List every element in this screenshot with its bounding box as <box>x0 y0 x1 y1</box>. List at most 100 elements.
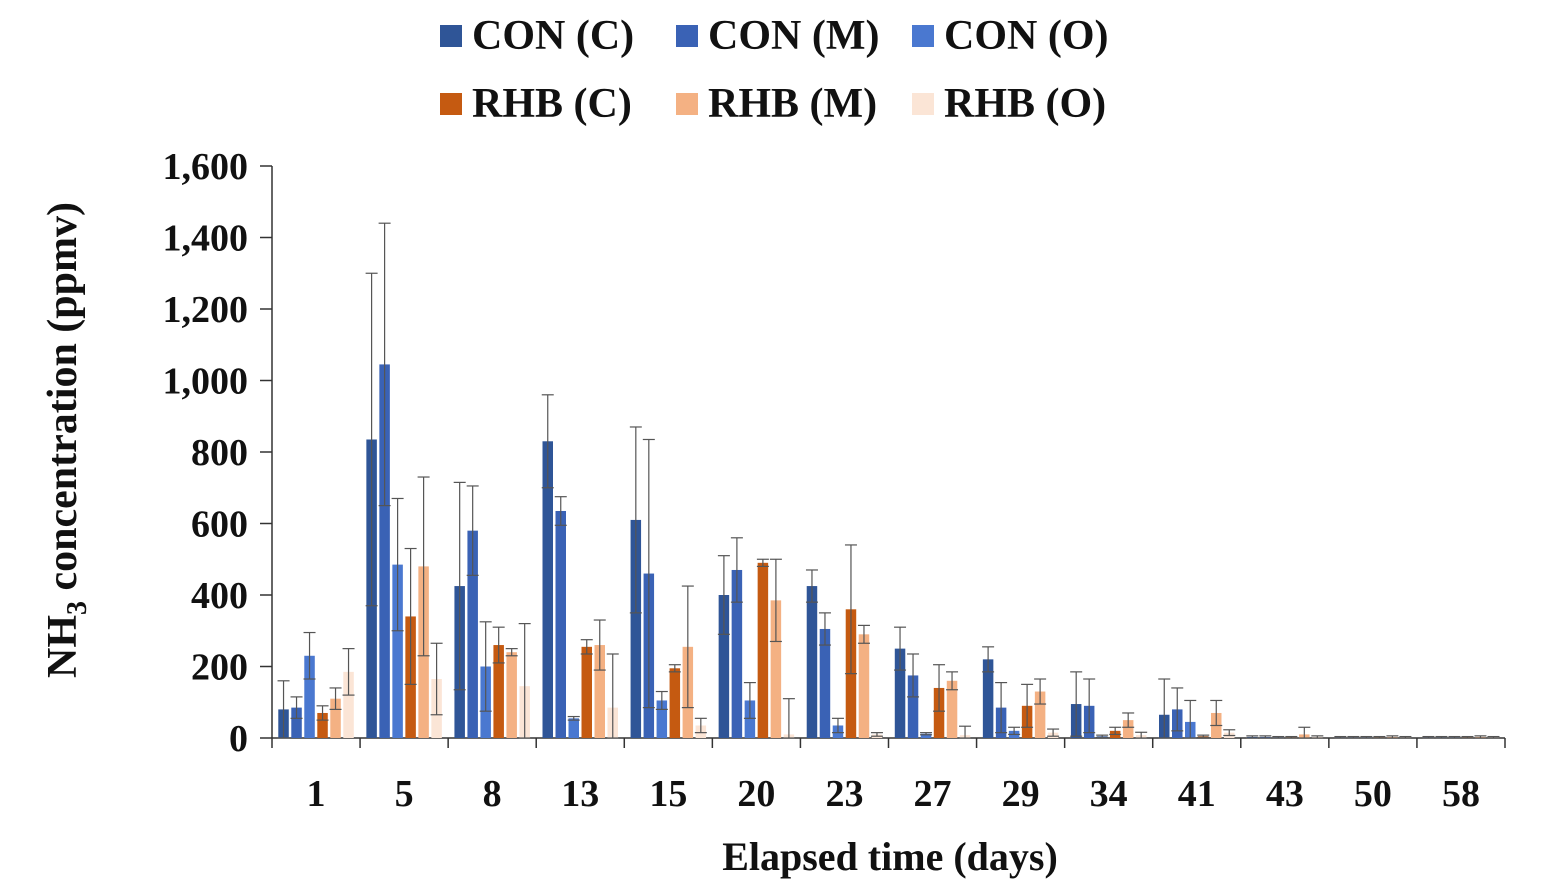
error-bar <box>1461 735 1474 739</box>
legend-swatch-rhb-c <box>440 93 462 115</box>
error-bar <box>1386 735 1399 739</box>
x-tick-label: 29 <box>1002 773 1040 815</box>
legend-swatch-rhb-m <box>676 93 698 115</box>
bar-con-m-day-27 <box>907 675 919 738</box>
error-bar <box>857 624 870 644</box>
error-bar <box>642 438 655 709</box>
y-tick-label: 200 <box>191 647 248 689</box>
y-tick-label: 0 <box>229 718 248 760</box>
x-tick-label: 13 <box>561 773 599 815</box>
bar-rhb-c-day-15 <box>669 668 681 738</box>
error-bar <box>743 681 756 719</box>
error-bar <box>668 664 681 673</box>
x-tick-label: 58 <box>1442 773 1480 815</box>
error-bar <box>717 555 730 635</box>
error-bar <box>681 585 694 709</box>
bar-rhb-m-day-20 <box>770 600 782 738</box>
bar-con-c-day-23 <box>806 586 818 738</box>
error-bar <box>1021 683 1034 728</box>
x-tick-label: 1 <box>307 773 326 815</box>
x-tick-label: 23 <box>825 773 863 815</box>
bars-layer <box>278 364 1499 738</box>
x-tick-label: 27 <box>914 773 952 815</box>
legend-item-rhb-c: RHB (C) <box>440 80 676 128</box>
error-bar <box>316 705 329 721</box>
error-bar <box>1008 726 1021 736</box>
error-bar <box>730 537 743 603</box>
legend-swatch-con-c <box>440 25 462 47</box>
bar-con-o-day-20 <box>744 700 756 738</box>
y-tick-label: 800 <box>191 432 248 474</box>
bar-rhb-c-day-8 <box>493 645 504 738</box>
error-bar <box>1347 735 1360 739</box>
error-bar <box>1373 735 1386 739</box>
error-bar <box>466 485 479 576</box>
error-bar <box>1298 726 1311 739</box>
error-bar <box>479 621 492 712</box>
error-bar <box>329 687 342 711</box>
legend-item-con-c: CON (C) <box>440 12 676 60</box>
bar-rhb-m-day-34 <box>1122 720 1134 738</box>
error-bar <box>606 653 619 739</box>
error-bar <box>365 272 378 607</box>
bar-rhb-m-day-23 <box>858 634 870 738</box>
bar-rhb-c-day-27 <box>933 687 945 738</box>
error-bar <box>342 648 355 696</box>
error-bar <box>1474 735 1487 739</box>
legend-swatch-con-m <box>676 25 698 47</box>
error-bar <box>518 622 531 739</box>
error-bar <box>907 653 920 698</box>
error-bar <box>655 690 668 711</box>
error-bar <box>1135 731 1148 739</box>
legend-label-con-m: CON (M) <box>708 13 880 59</box>
bar-rhb-m-day-29 <box>1034 691 1046 738</box>
error-bar <box>831 717 844 734</box>
error-bar <box>1487 735 1500 739</box>
error-bar <box>1334 735 1347 739</box>
error-bar <box>1360 735 1373 739</box>
error-bar <box>920 732 933 736</box>
legend-swatch-con-o <box>912 25 934 47</box>
y-tick-label: 1,200 <box>163 289 249 331</box>
bar-con-c-day-27 <box>894 648 906 738</box>
error-bar <box>378 222 391 507</box>
error-bar <box>995 681 1008 734</box>
error-bar <box>805 569 818 603</box>
bar-con-o-day-13 <box>568 718 579 738</box>
x-tick-label: 8 <box>483 773 502 815</box>
y-axis-title: NH3 concentration (ppmv) <box>40 202 93 678</box>
bar-con-o-day-15 <box>656 700 668 738</box>
y-tick-label: 600 <box>191 504 248 546</box>
y-tick-label: 1,600 <box>163 146 249 188</box>
error-bar <box>894 626 907 671</box>
error-bar <box>290 696 303 719</box>
bar-con-c-day-29 <box>982 659 994 738</box>
error-bar <box>1259 735 1272 739</box>
error-bar <box>782 698 795 739</box>
error-bar <box>492 626 505 664</box>
error-bar <box>769 558 782 643</box>
x-tick-label: 5 <box>395 773 414 815</box>
bar-rhb-o-day-1 <box>343 671 354 738</box>
error-bar <box>1435 735 1448 739</box>
bar-con-o-day-27 <box>920 733 932 738</box>
error-bar <box>1171 687 1184 732</box>
error-bar <box>844 544 857 675</box>
error-bar <box>404 547 417 685</box>
bar-con-m-day-23 <box>819 628 831 738</box>
legend-label-rhb-c: RHB (C) <box>472 81 632 127</box>
error-bar <box>391 497 404 632</box>
error-bar <box>933 664 946 712</box>
error-bar <box>277 680 290 739</box>
error-bars-layer <box>277 222 1500 739</box>
error-bar <box>756 558 769 568</box>
error-bar <box>1223 729 1236 737</box>
y-tick-label: 1,400 <box>163 218 249 260</box>
legend-row-rhb: RHB (C) RHB (M) RHB (O) <box>440 70 1160 138</box>
error-bar <box>1448 735 1461 739</box>
error-bar <box>554 496 567 526</box>
error-bar <box>1311 735 1324 739</box>
bar-con-m-day-8 <box>467 530 478 738</box>
